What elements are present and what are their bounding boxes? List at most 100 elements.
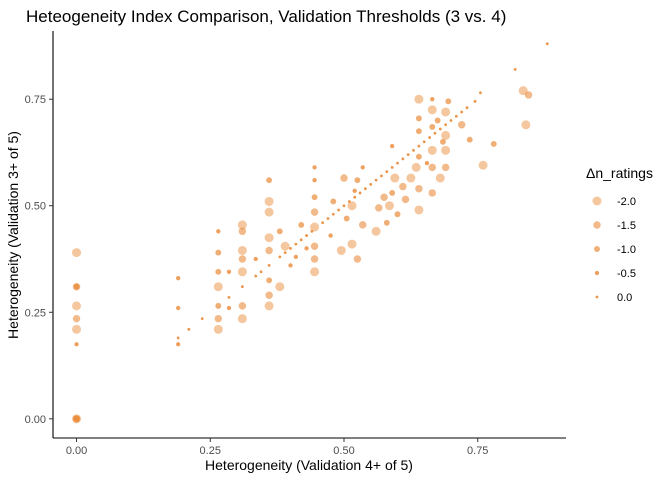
data-point [283, 251, 287, 255]
data-point [266, 277, 273, 284]
data-point [215, 268, 222, 275]
data-point [466, 136, 473, 143]
y-tick-label: 0.50 [25, 201, 46, 213]
data-point [364, 187, 367, 191]
data-point [305, 234, 308, 237]
data-point [226, 305, 232, 311]
data-point [176, 342, 181, 347]
legend-label: -1.0 [617, 244, 636, 256]
data-point [465, 106, 469, 110]
chart-title: Heteogeneity Index Comparison, Validatio… [26, 7, 506, 26]
data-point [354, 177, 361, 184]
data-point [214, 314, 223, 323]
data-point [310, 222, 320, 232]
data-point [310, 229, 314, 233]
legend-key [593, 221, 601, 229]
x-tick-label: 0.00 [66, 445, 87, 457]
data-point [440, 138, 446, 145]
data-point [438, 127, 442, 131]
data-point [415, 128, 422, 135]
data-point [428, 136, 431, 139]
data-point [264, 233, 274, 243]
y-axis-label: Heterogeneity (Validation 3+ of 5) [5, 131, 21, 339]
data-point [406, 173, 416, 183]
data-point [310, 267, 320, 277]
data-point [360, 165, 365, 170]
data-point [441, 130, 451, 140]
data-point [414, 205, 424, 215]
data-point [394, 211, 401, 218]
data-point [215, 302, 222, 309]
data-point [359, 221, 367, 229]
data-point [371, 226, 381, 236]
data-point [524, 91, 533, 99]
data-point [326, 217, 330, 220]
data-point [415, 184, 423, 193]
data-point [374, 178, 378, 182]
data-point [478, 160, 488, 170]
data-point [401, 157, 405, 161]
data-point [340, 174, 348, 182]
legend-entries: -2.0 -1.5 -1.0 -0.5 0.0 [592, 196, 636, 304]
data-point [299, 238, 303, 242]
data-point [240, 285, 244, 289]
data-point [445, 98, 452, 105]
data-point [200, 317, 204, 321]
legend: Δn_ratings -2.0 -1.5 -1.0 -0.5 0.0 [586, 165, 653, 304]
data-point [434, 117, 441, 124]
data-point [441, 107, 451, 117]
data-point [237, 267, 247, 277]
data-point [428, 189, 436, 197]
x-tick-label: 0.50 [333, 445, 354, 457]
data-point [353, 255, 362, 263]
data-point [352, 188, 357, 193]
data-point [266, 177, 273, 184]
data-point [460, 110, 464, 114]
data-point [280, 241, 290, 251]
legend-key [592, 196, 602, 206]
data-point [380, 174, 383, 178]
data-point [389, 143, 395, 149]
data-point [389, 190, 396, 196]
data-point [293, 254, 299, 260]
data-point [328, 233, 333, 238]
points-layer [72, 42, 549, 424]
data-point [337, 208, 341, 212]
data-point [74, 342, 79, 347]
data-point [259, 270, 263, 274]
data-point [336, 245, 346, 255]
data-point [330, 198, 337, 205]
data-point [176, 305, 181, 311]
data-point [265, 291, 273, 299]
data-point [238, 255, 247, 263]
data-point [429, 123, 436, 130]
data-point [321, 221, 325, 225]
data-point [275, 282, 285, 292]
data-point [399, 182, 407, 191]
data-point [237, 220, 247, 230]
data-point [276, 228, 283, 235]
data-point [430, 97, 435, 102]
data-point [73, 415, 80, 422]
data-point [226, 269, 232, 274]
x-axis-label: Heterogeneity (Validation 4+ of 5) [205, 457, 413, 473]
data-point [383, 219, 390, 226]
data-point [343, 215, 350, 222]
data-point [289, 246, 292, 250]
data-point [406, 153, 410, 156]
data-point [415, 153, 422, 160]
data-point [428, 163, 436, 172]
data-point [444, 123, 448, 127]
legend-title: Δn_ratings [586, 165, 653, 181]
data-point [412, 148, 415, 152]
data-point [265, 246, 273, 255]
data-point [384, 201, 394, 211]
data-point [545, 42, 549, 46]
data-point [72, 314, 81, 323]
data-point [216, 229, 221, 234]
legend-key [595, 295, 599, 299]
data-point [187, 327, 191, 331]
data-point [424, 160, 430, 166]
data-point [267, 264, 271, 267]
y-tick-label: 0.75 [25, 94, 46, 106]
